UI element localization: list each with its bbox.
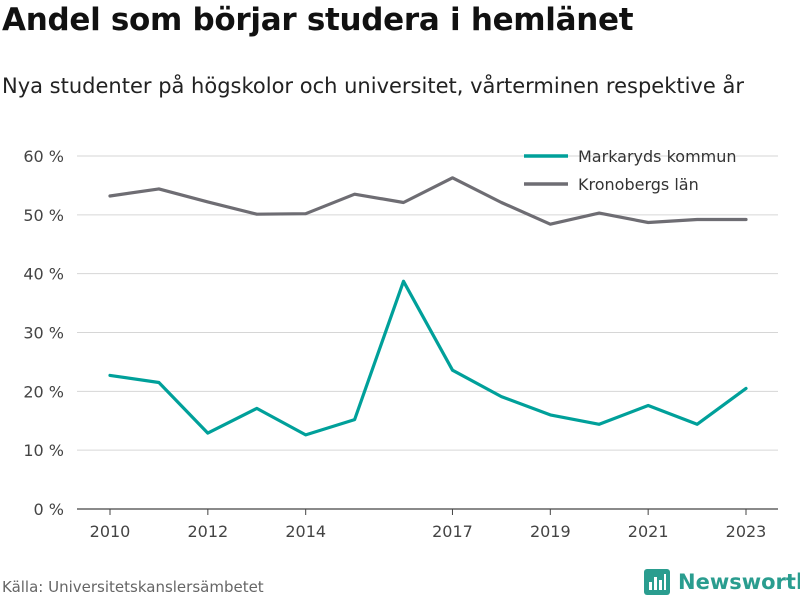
x-tick-label: 2019 (530, 522, 571, 541)
x-tick-label: 2012 (187, 522, 228, 541)
y-tick-label: 40 % (23, 265, 64, 284)
x-axis-ticks: 2010 2012 2014 2017 2019 2021 2023 (90, 509, 767, 541)
y-tick-label: 20 % (23, 382, 64, 401)
series-line-kronobergs-län (108, 176, 748, 226)
legend-label: Kronobergs län (578, 175, 699, 194)
legend: Markaryds kommun Kronobergs län (524, 147, 737, 194)
brand-name: Newsworthy (678, 570, 800, 594)
x-tick-label: 2017 (432, 522, 473, 541)
y-tick-label: 0 % (34, 500, 64, 519)
legend-label: Markaryds kommun (578, 147, 737, 166)
x-tick-label: 2014 (285, 522, 326, 541)
series-lines (108, 176, 748, 437)
y-tick-label: 30 % (23, 324, 64, 343)
x-tick-label: 2023 (726, 522, 767, 541)
y-tick-label: 60 % (23, 147, 64, 166)
x-tick-label: 2021 (628, 522, 669, 541)
grid-lines (77, 155, 778, 510)
brand-logo: Newsworthy (644, 566, 800, 598)
source-note: Källa: Universitetskanslersämbetet (2, 578, 264, 596)
x-tick-label: 2010 (90, 522, 131, 541)
y-tick-label: 10 % (23, 441, 64, 460)
newsworthy-logo-icon (644, 569, 670, 595)
y-axis-ticks: 0 % 10 % 20 % 30 % 40 % 50 % 60 % (23, 147, 64, 519)
chart-subtitle: Nya studenter på högskolor och universit… (2, 74, 744, 98)
chart-title: Andel som börjar studera i hemlänet (2, 2, 634, 38)
series-line-markaryds-kommun (108, 279, 748, 437)
y-tick-label: 50 % (23, 206, 64, 225)
